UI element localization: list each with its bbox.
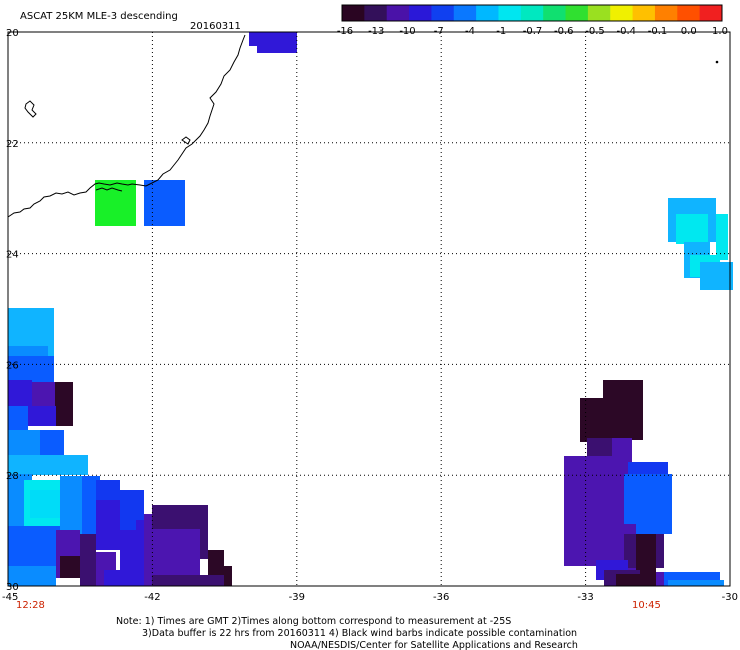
data-pixel <box>580 398 608 442</box>
colorbar-border <box>341 4 723 22</box>
swath-time-left: 12:28 <box>16 600 45 611</box>
data-pixel <box>152 529 200 579</box>
latitude-label: 24 <box>6 250 19 261</box>
longitude-label: -33 <box>577 592 593 603</box>
data-pixels <box>8 32 733 586</box>
latitude-label: 30 <box>6 582 19 593</box>
longitude-label: -36 <box>433 592 449 603</box>
colorbar-swatch <box>632 5 656 21</box>
longitude-label: -30 <box>722 592 738 603</box>
colorbar-swatch <box>409 5 432 21</box>
data-pixel <box>82 476 100 536</box>
map-grid <box>8 32 730 586</box>
data-pixel <box>249 32 297 46</box>
data-pixel <box>716 214 728 260</box>
colorbar-swatch <box>386 5 410 21</box>
data-pixel <box>200 529 208 559</box>
latitude-label: 28 <box>6 471 19 482</box>
data-pixel <box>616 574 660 586</box>
longitude-labels: -45 -42 -39 -36 -33 -30 <box>2 592 738 603</box>
coastline <box>7 34 246 218</box>
data-pixel <box>152 505 208 529</box>
data-pixel <box>8 406 28 430</box>
data-pixel <box>668 580 724 586</box>
data-pixel <box>676 214 708 244</box>
data-pixel <box>28 406 56 426</box>
data-pixel <box>80 534 96 586</box>
data-pixel <box>612 438 632 478</box>
data-pixel <box>152 575 224 586</box>
map-title: ASCAT 25KM MLE-3 descending <box>20 11 178 22</box>
colorbar-swatch <box>431 5 455 21</box>
land-dot <box>715 60 719 64</box>
map-date: 20160311 <box>190 21 241 32</box>
data-pixel <box>144 180 185 226</box>
colorbar-swatch <box>453 5 477 21</box>
colorbar-swatch <box>565 5 589 21</box>
data-pixel <box>257 46 297 53</box>
colorbar-swatch <box>364 5 388 21</box>
data-pixel <box>30 490 60 518</box>
colorbar <box>341 4 723 22</box>
colorbar-swatch <box>654 5 678 21</box>
data-pixel <box>224 566 232 586</box>
swath-time-right: 10:45 <box>632 600 661 611</box>
data-pixel <box>8 455 88 475</box>
data-pixel <box>8 380 32 406</box>
colorbar-swatch <box>610 5 634 21</box>
latitude-label: 20 <box>6 28 19 39</box>
map-frame <box>7 31 731 587</box>
colorbar-swatch <box>677 5 701 21</box>
data-pixel <box>95 180 136 226</box>
data-pixel <box>636 534 656 574</box>
colorbar-swatch <box>342 5 365 21</box>
latitude-label: 26 <box>6 360 19 371</box>
longitude-label: -39 <box>289 592 305 603</box>
colorbar-swatch <box>520 5 544 21</box>
note-line-2: 3)Data buffer is 22 hrs from 20160311 4)… <box>142 628 577 639</box>
data-pixel <box>648 480 672 532</box>
data-pixel <box>96 480 120 500</box>
colorbar-swatch <box>543 5 567 21</box>
colorbar-swatch <box>587 5 611 21</box>
data-pixel <box>700 262 733 290</box>
data-pixel <box>60 556 80 578</box>
data-pixel <box>603 380 643 440</box>
data-pixel <box>96 500 120 550</box>
data-pixel <box>8 566 56 586</box>
data-pixel <box>8 526 60 566</box>
latitude-label: 22 <box>6 139 19 150</box>
longitude-label: -45 <box>2 592 18 603</box>
data-pixel <box>60 476 84 534</box>
data-pixel <box>55 382 73 426</box>
colorbar-swatch <box>476 5 499 21</box>
note-line-1: Note: 1) Times are GMT 2)Times along bot… <box>116 616 511 627</box>
data-pixel <box>656 572 666 586</box>
longitude-label: -42 <box>144 592 160 603</box>
note-line-3: NOAA/NESDIS/Center for Satellite Applica… <box>290 640 578 650</box>
colorbar-swatch <box>699 5 723 21</box>
latitude-labels: 20 22 24 26 28 30 <box>6 28 19 593</box>
colorbar-swatch <box>498 5 522 21</box>
data-pixel <box>104 570 136 586</box>
